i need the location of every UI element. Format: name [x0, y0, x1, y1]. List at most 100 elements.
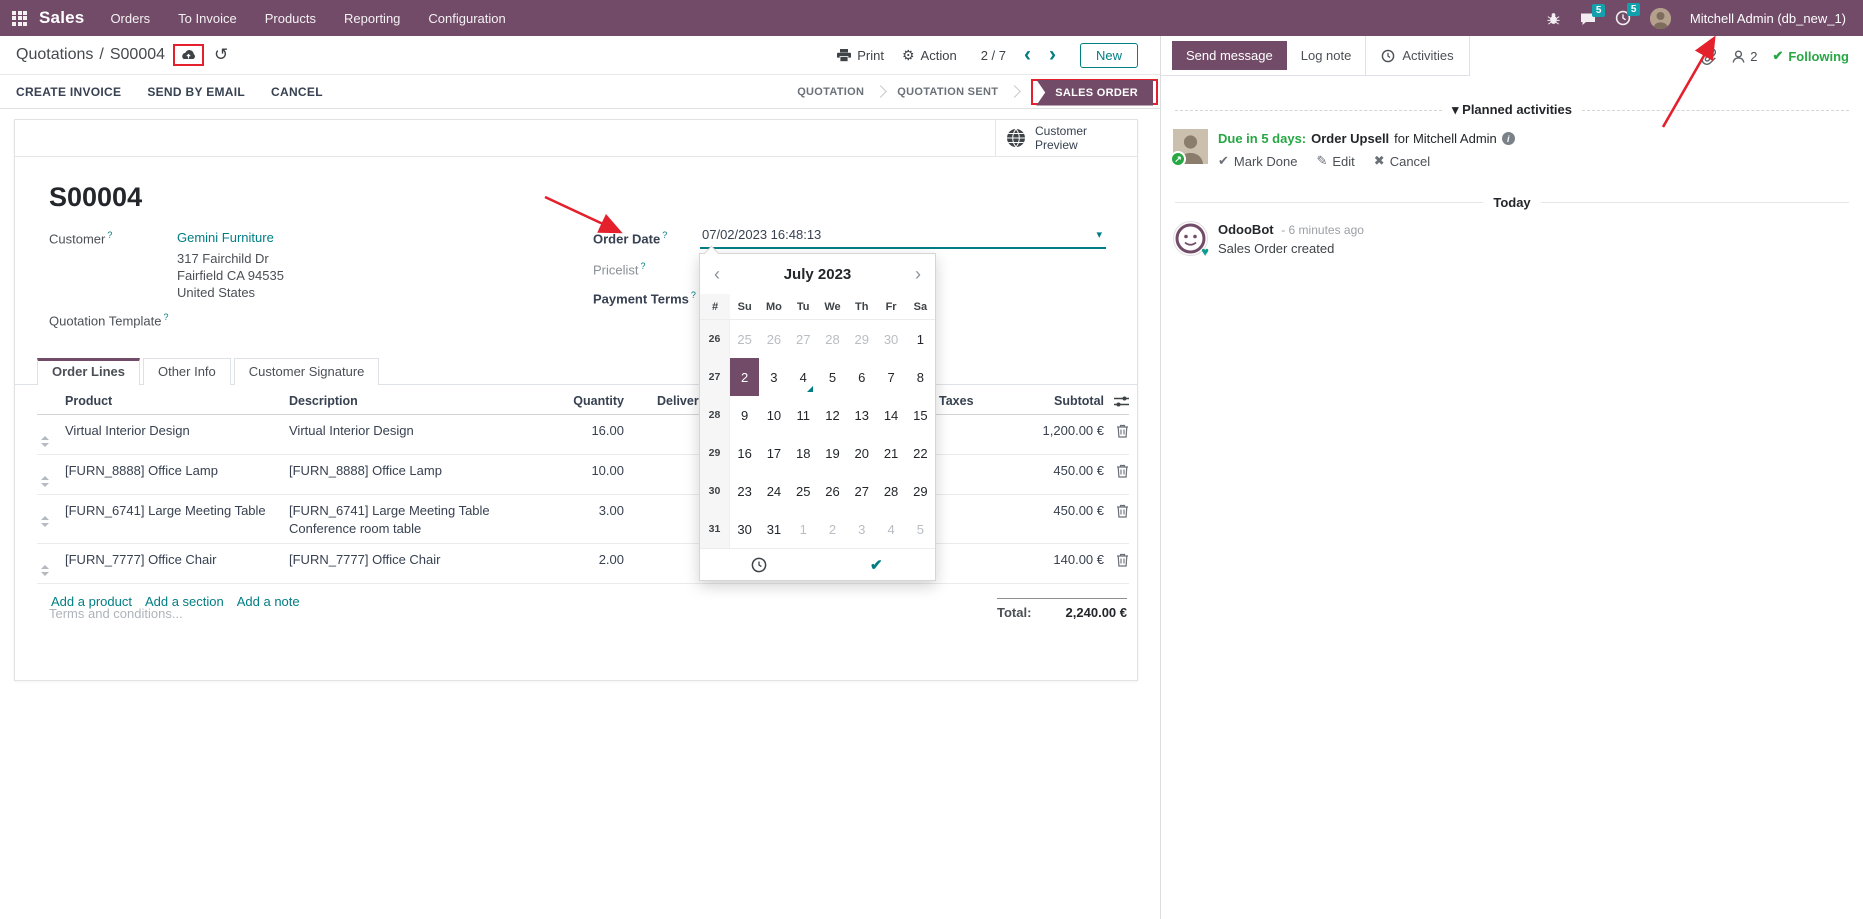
action-button[interactable]: ⚙ Action	[902, 48, 957, 63]
print-button[interactable]: Print	[837, 48, 884, 63]
pager-previous-icon[interactable]: ‹	[1023, 43, 1031, 66]
apps-menu-icon[interactable]	[12, 10, 27, 26]
order-line-row[interactable]: Virtual Interior Design Virtual Interior …	[37, 415, 1129, 455]
add-note-link[interactable]: Add a note	[236, 594, 300, 609]
planned-activities-toggle[interactable]: ▾ Planned activities	[1452, 102, 1572, 117]
pager-next-icon[interactable]: ›	[1048, 43, 1056, 66]
calendar-day[interactable]: 4	[789, 358, 818, 396]
cell-quantity[interactable]: 2.00	[598, 552, 624, 567]
calendar-day[interactable]: 28	[825, 331, 840, 347]
cell-quantity[interactable]: 16.00	[591, 423, 624, 438]
calendar-next-icon[interactable]: ›	[915, 264, 921, 284]
calendar-day[interactable]: 19	[825, 445, 840, 461]
menu-orders[interactable]: Orders	[110, 10, 151, 26]
col-quantity[interactable]: Quantity	[573, 394, 624, 408]
drag-handle-icon[interactable]	[37, 503, 53, 527]
followers-button[interactable]: 2	[1731, 49, 1757, 64]
mark-done-button[interactable]: ✔ Mark Done	[1218, 153, 1298, 169]
calendar-day[interactable]: 1	[916, 331, 924, 347]
calendar-day[interactable]: 13	[854, 407, 870, 423]
calendar-day[interactable]: 22	[913, 445, 928, 461]
stage-quotation[interactable]: QUOTATION	[797, 85, 865, 98]
cell-description[interactable]: [FURN_8888] Office Lamp	[289, 463, 442, 478]
col-description[interactable]: Description	[289, 394, 358, 408]
calendar-day[interactable]: 23	[737, 483, 752, 499]
col-product[interactable]: Product	[65, 394, 113, 408]
customer-preview-button[interactable]: Customer Preview	[995, 120, 1137, 156]
calendar-day[interactable]: 27	[795, 331, 811, 347]
terms-placeholder[interactable]: Terms and conditions...	[49, 606, 183, 621]
calendar-day[interactable]: 5	[828, 369, 837, 385]
calendar-day[interactable]: 11	[796, 407, 810, 423]
send-by-email-button[interactable]: SEND BY EMAIL	[147, 84, 246, 99]
calendar-day[interactable]: 30	[883, 331, 899, 347]
message-author[interactable]: OdooBot	[1218, 222, 1274, 237]
unsaved-cloud-icon[interactable]	[180, 48, 197, 62]
drag-handle-icon[interactable]	[37, 552, 53, 576]
calendar-day[interactable]: 18	[795, 445, 811, 461]
cancel-button[interactable]: CANCEL	[271, 84, 323, 99]
cell-product[interactable]: [FURN_6741] Large Meeting Table	[65, 503, 266, 518]
customer-link[interactable]: Gemini Furniture	[177, 230, 274, 245]
delete-line-icon[interactable]	[1116, 423, 1129, 438]
calendar-day[interactable]: 4	[887, 521, 895, 537]
order-line-row[interactable]: [FURN_7777] Office Chair [FURN_7777] Offi…	[37, 544, 1129, 584]
delete-line-icon[interactable]	[1116, 552, 1129, 567]
tab-other-info[interactable]: Other Info	[142, 358, 231, 385]
calendar-day[interactable]: 3	[770, 369, 778, 385]
col-taxes[interactable]: Taxes	[939, 394, 974, 408]
calendar-prev-icon[interactable]: ‹	[714, 264, 720, 284]
delete-line-icon[interactable]	[1116, 463, 1129, 478]
calendar-day[interactable]: 25	[795, 483, 811, 499]
activity-title[interactable]: Order Upsell	[1311, 131, 1390, 146]
info-icon[interactable]: i	[1501, 132, 1515, 145]
add-product-link[interactable]: Add a product	[51, 594, 132, 609]
calendar-day[interactable]: 27	[854, 483, 870, 499]
cell-product[interactable]: [FURN_8888] Office Lamp	[65, 463, 218, 478]
app-name[interactable]: Sales	[39, 8, 85, 27]
stage-sales-order[interactable]: SALES ORDER	[1036, 79, 1153, 106]
calendar-day[interactable]: 5	[916, 521, 924, 537]
cell-product[interactable]: [FURN_7777] Office Chair	[65, 552, 217, 567]
cell-description[interactable]: Virtual Interior Design	[289, 423, 414, 438]
cell-description[interactable]: [FURN_7777] Office Chair	[289, 552, 441, 567]
order-line-row[interactable]: [FURN_6741] Large Meeting Table [FURN_674…	[37, 495, 1129, 544]
new-button[interactable]: New	[1079, 42, 1138, 68]
order-date-input[interactable]: 07/02/2023 16:48:13 ▾	[700, 223, 1106, 249]
cell-product[interactable]: Virtual Interior Design	[65, 423, 190, 438]
messages-icon[interactable]: 5	[1580, 3, 1605, 26]
calendar-day[interactable]: 15	[913, 407, 928, 423]
cell-quantity[interactable]: 3.00	[598, 503, 624, 518]
calendar-day[interactable]: 31	[766, 521, 782, 537]
calendar-day[interactable]: 9	[741, 407, 749, 423]
delete-line-icon[interactable]	[1116, 503, 1129, 518]
log-note-button[interactable]: Log note	[1300, 48, 1352, 63]
calendar-day[interactable]: 26	[825, 483, 840, 499]
calendar-day[interactable]: 8	[916, 369, 924, 385]
drag-handle-icon[interactable]	[37, 463, 53, 487]
menu-to-invoice[interactable]: To Invoice	[178, 10, 237, 26]
cell-taxes[interactable]	[939, 544, 1014, 559]
calendar-day[interactable]: 29	[854, 331, 870, 347]
following-button[interactable]: ✔ Following	[1772, 48, 1849, 64]
drag-handle-icon[interactable]	[37, 423, 53, 447]
calendar-day[interactable]: 28	[883, 483, 899, 499]
calendar-day[interactable]: 24	[766, 483, 782, 499]
calendar-day[interactable]: 3	[858, 521, 866, 537]
calendar-day[interactable]: 2	[730, 358, 760, 396]
cancel-activity-button[interactable]: ✖ Cancel	[1373, 153, 1431, 169]
calendar-confirm-icon[interactable]: ✔	[869, 556, 883, 574]
calendar-day[interactable]: 1	[799, 521, 807, 537]
order-line-row[interactable]: [FURN_8888] Office Lamp [FURN_8888] Offic…	[37, 455, 1129, 495]
calendar-day[interactable]: 21	[883, 445, 899, 461]
cell-taxes[interactable]	[939, 415, 1014, 430]
menu-reporting[interactable]: Reporting	[344, 10, 401, 26]
breadcrumb-quotations[interactable]: Quotations	[16, 46, 94, 63]
calendar-day[interactable]: 10	[766, 407, 782, 423]
user-name[interactable]: Mitchell Admin (db_new_1)	[1689, 10, 1846, 26]
stage-quotation-sent[interactable]: QUOTATION SENT	[897, 85, 999, 98]
cell-description[interactable]: [FURN_6741] Large Meeting Table Conferenc…	[289, 503, 490, 536]
activities-clock-icon[interactable]: 5	[1615, 3, 1640, 26]
send-message-button[interactable]: Send message	[1172, 41, 1287, 70]
calendar-day[interactable]: 29	[913, 483, 928, 499]
